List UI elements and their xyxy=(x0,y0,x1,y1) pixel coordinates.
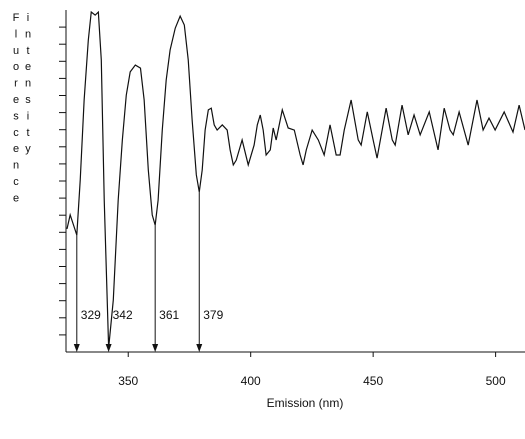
x-tick-label: 400 xyxy=(241,374,261,388)
arrow-head xyxy=(152,344,159,352)
x-tick-label: 450 xyxy=(363,374,383,388)
x-tick-label: 500 xyxy=(486,374,506,388)
y-axis-label: Fluorescence intensity xyxy=(10,12,34,209)
arrow-head xyxy=(73,344,80,352)
arrow-head xyxy=(196,344,203,352)
x-axis-label: Emission (nm) xyxy=(267,396,344,410)
annotation-label: 379 xyxy=(203,308,223,322)
annotation-label: 329 xyxy=(81,308,101,322)
annotation-label: 342 xyxy=(113,308,133,322)
arrow-head xyxy=(105,344,112,352)
data-line xyxy=(66,10,525,348)
x-tick-label: 350 xyxy=(118,374,138,388)
annotation-label: 361 xyxy=(159,308,179,322)
